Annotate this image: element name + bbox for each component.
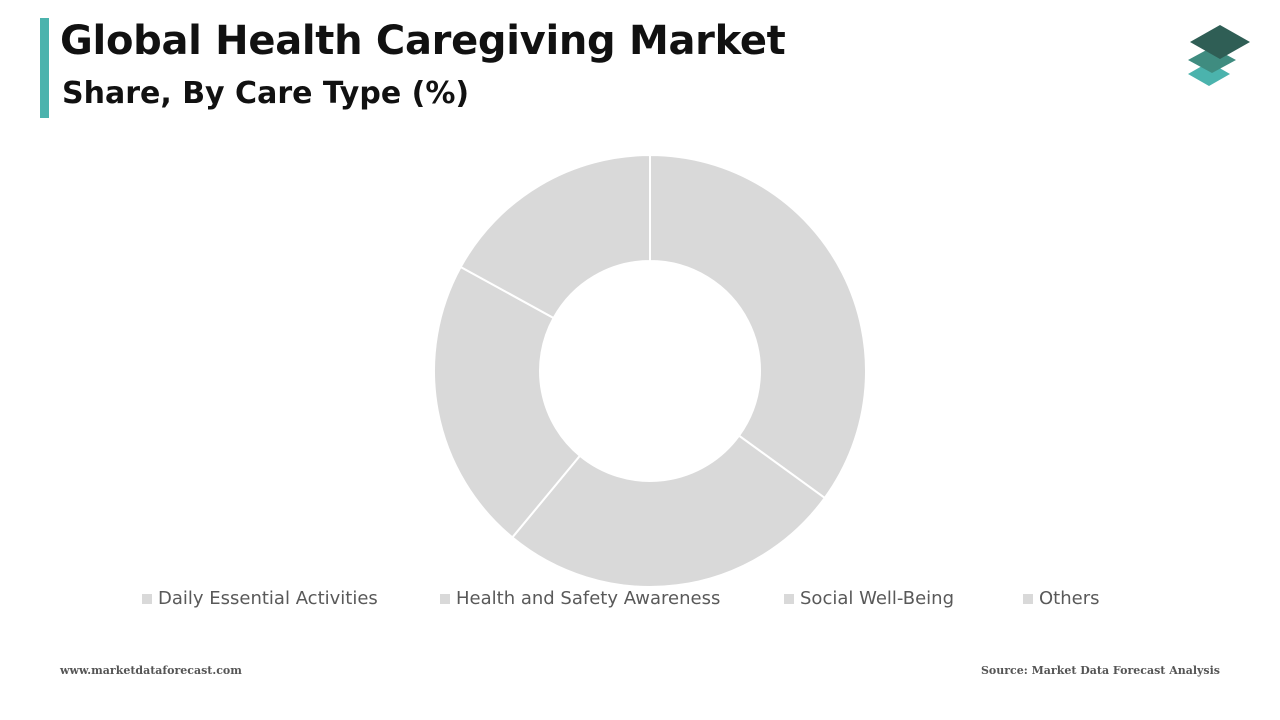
stacked-layers-logo-icon — [1188, 25, 1250, 86]
legend-label: Daily Essential Activities — [158, 588, 378, 609]
legend-swatch — [440, 593, 450, 604]
footer-website: www.marketdataforecast.com — [60, 664, 242, 677]
legend-swatch — [142, 593, 152, 604]
legend-item: Social Well-Being — [784, 588, 954, 609]
legend-label: Social Well-Being — [800, 588, 955, 609]
footer-source: Source: Market Data Forecast Analysis — [980, 664, 1220, 677]
legend-swatch — [784, 593, 794, 604]
donut-slice-others — [459, 153, 651, 320]
legend-swatch — [1023, 593, 1033, 604]
title-accent-bar — [40, 18, 49, 118]
logo-layer-top — [1190, 25, 1250, 59]
legend-item: Daily Essential Activities — [142, 588, 378, 609]
donut-slice-social-well-being — [433, 265, 582, 539]
legend-item: Others — [1023, 588, 1100, 609]
donut-slices — [433, 153, 867, 588]
chart-legend: Daily Essential Activities Health and Saf… — [0, 588, 1280, 612]
legend-item: Health and Safety Awareness — [440, 588, 720, 609]
legend-label: Others — [1039, 588, 1100, 609]
donut-slice-daily-essential-activities — [649, 153, 867, 500]
donut-slice-health-and-safety-awareness — [510, 434, 827, 588]
page-title: Global Health Caregiving Market — [60, 18, 786, 64]
legend-label: Health and Safety Awareness — [456, 588, 721, 609]
page-subtitle: Share, By Care Type (%) — [62, 76, 470, 111]
